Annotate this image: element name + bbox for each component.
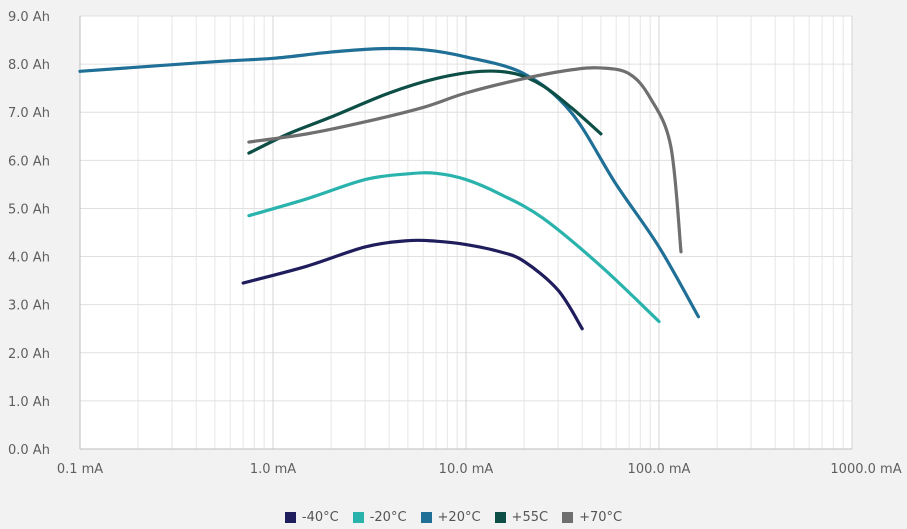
legend-item: -40°C xyxy=(284,509,339,525)
series-line-3 xyxy=(78,46,700,319)
legend-label: +55C xyxy=(511,509,549,525)
y-tick-label: 8.0 Ah xyxy=(8,58,50,73)
y-tick-label: 9.0 Ah xyxy=(8,10,50,25)
legend-label: -40°C xyxy=(301,509,339,525)
series-line-1 xyxy=(241,238,584,331)
series-lines xyxy=(78,46,700,331)
legend-swatch xyxy=(352,511,364,523)
legend-label: +20°C xyxy=(437,509,481,525)
axes xyxy=(79,16,852,450)
y-tick-label: 6.0 Ah xyxy=(8,154,50,169)
y-tick-label: 1.0 Ah xyxy=(8,395,50,410)
y-axis-tick-labels: 0.0 Ah 1.0 Ah 2.0 Ah 3.0 Ah 4.0 Ah 5.0 Ah 6.0 … xyxy=(8,10,50,458)
legend: -40°C -20°C +20°C +55C +70°C xyxy=(0,508,907,526)
legend-item: +55C xyxy=(494,509,549,525)
x-axis-tick-labels: 0.1 mA 1.0 mA 10.0 mA 100.0 mA 1000.0 mA xyxy=(57,462,902,477)
y-tick-label: 2.0 Ah xyxy=(8,347,50,362)
legend-label: -20°C xyxy=(369,509,407,525)
legend-swatch xyxy=(420,511,432,523)
x-tick-label: 0.1 mA xyxy=(57,462,103,477)
series-line-5 xyxy=(247,66,683,254)
legend-swatch xyxy=(284,511,296,523)
y-tick-label: 7.0 Ah xyxy=(8,106,50,121)
grid xyxy=(79,15,853,450)
legend-item: +20°C xyxy=(420,509,481,525)
legend-item: +70°C xyxy=(562,510,622,525)
y-tick-label: 5.0 Ah xyxy=(8,202,50,217)
legend-item: -20°C xyxy=(352,509,407,525)
legend-swatch xyxy=(562,511,574,523)
legend-label: +70°C xyxy=(579,509,623,525)
legend-swatch xyxy=(494,511,506,523)
x-tick-label: 100.0 mA xyxy=(628,462,691,477)
y-tick-label: 3.0 Ah xyxy=(8,299,50,314)
x-tick-label: 1.0 mA xyxy=(250,462,296,477)
y-tick-label: 4.0 Ah xyxy=(8,251,50,266)
series-line-2 xyxy=(247,171,661,324)
y-tick-label: 0.0 Ah xyxy=(8,443,50,458)
x-tick-label: 10.0 mA xyxy=(439,462,494,477)
series-line-4 xyxy=(247,69,603,155)
x-tick-label: 1000.0 mA xyxy=(830,462,901,477)
